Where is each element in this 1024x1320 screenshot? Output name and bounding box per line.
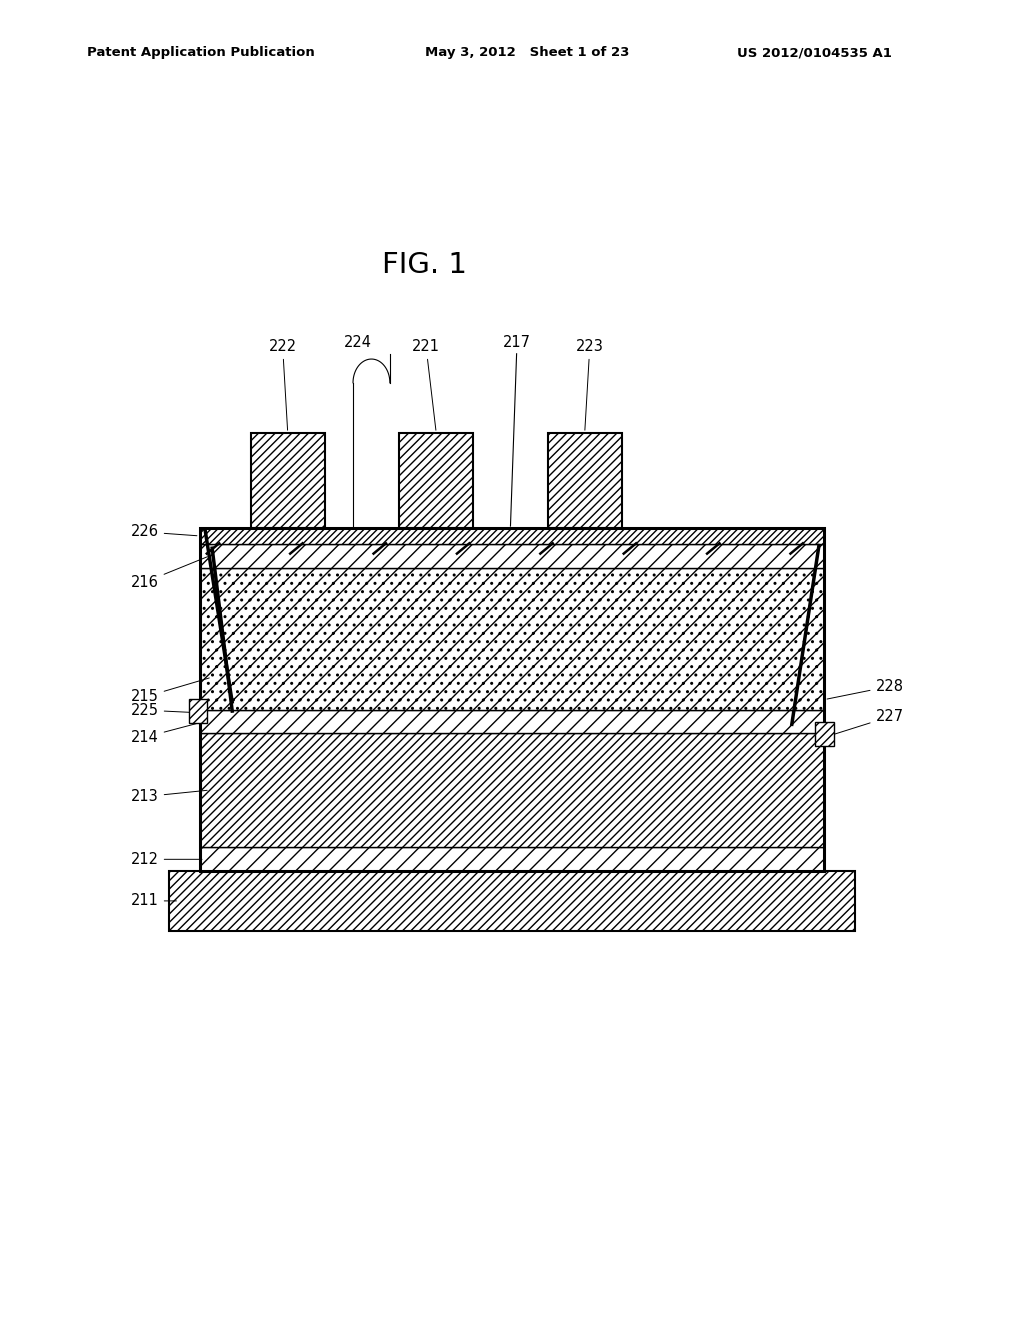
Text: 227: 227 <box>827 709 903 737</box>
Bar <box>399 433 473 528</box>
Bar <box>169 871 855 931</box>
Bar <box>200 568 824 710</box>
Text: 226: 226 <box>131 524 197 540</box>
Text: 214: 214 <box>131 722 202 744</box>
Bar <box>200 847 824 871</box>
Text: 224: 224 <box>344 335 372 350</box>
Bar <box>200 733 824 847</box>
Bar <box>815 722 834 746</box>
Bar <box>200 710 824 733</box>
Text: Patent Application Publication: Patent Application Publication <box>87 46 314 59</box>
Text: May 3, 2012   Sheet 1 of 23: May 3, 2012 Sheet 1 of 23 <box>425 46 630 59</box>
Text: 221: 221 <box>412 339 440 430</box>
Bar <box>200 528 824 871</box>
Bar <box>188 700 207 723</box>
Text: 215: 215 <box>131 678 209 705</box>
Bar <box>200 528 824 544</box>
Bar <box>251 433 325 528</box>
Text: 216: 216 <box>131 557 207 590</box>
Text: 228: 228 <box>827 678 903 700</box>
Text: 211: 211 <box>131 894 176 908</box>
Text: 225: 225 <box>131 702 191 718</box>
Text: 217: 217 <box>503 335 530 350</box>
Text: US 2012/0104535 A1: US 2012/0104535 A1 <box>737 46 892 59</box>
Bar <box>200 544 824 568</box>
Text: 223: 223 <box>575 339 604 430</box>
Text: 222: 222 <box>268 339 297 430</box>
Text: 213: 213 <box>131 789 207 804</box>
Bar <box>548 433 622 528</box>
Text: 212: 212 <box>131 851 202 867</box>
Text: FIG. 1: FIG. 1 <box>382 251 468 279</box>
